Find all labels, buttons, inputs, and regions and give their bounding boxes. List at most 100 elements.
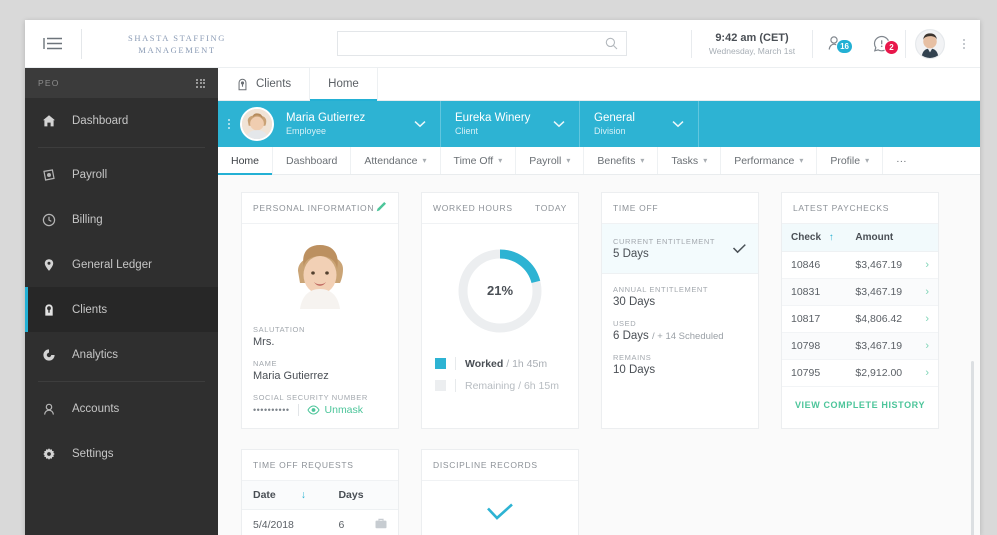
donut-center-value: 21% bbox=[486, 283, 514, 298]
table-row[interactable]: 10795 $2,912.00 › bbox=[782, 359, 938, 387]
used-label: USED bbox=[613, 319, 637, 328]
tab-dashboard[interactable]: Dashboard bbox=[273, 147, 352, 174]
chevron-right-icon[interactable]: › bbox=[925, 259, 929, 271]
name-value: Maria Gutierrez bbox=[253, 370, 329, 382]
remains-label: REMAINS bbox=[613, 353, 652, 362]
app-grid-icon[interactable] bbox=[196, 78, 205, 88]
gear-icon bbox=[42, 447, 72, 461]
user-avatar-wrap[interactable] bbox=[906, 28, 954, 59]
tab-label: Home bbox=[231, 154, 260, 167]
sidebar-item-general-ledger[interactable]: General Ledger bbox=[25, 242, 218, 287]
column-header-date[interactable]: Date ↓ bbox=[242, 481, 328, 510]
briefcase-icon[interactable] bbox=[375, 518, 387, 532]
tab-home[interactable]: Home bbox=[218, 147, 274, 175]
app-window: SHASTA STAFFING MANAGEMENT 9:42 am (CET)… bbox=[25, 20, 980, 535]
sidebar-item-analytics[interactable]: Analytics bbox=[25, 332, 218, 377]
table-row[interactable]: 10798 $3,467.19 › bbox=[782, 332, 938, 360]
used-block: USED 6 Days / + 14 Scheduled bbox=[602, 308, 758, 342]
tab-attendance[interactable]: Attendance ▾ bbox=[351, 147, 441, 174]
sidebar-item-billing[interactable]: Billing bbox=[25, 197, 218, 242]
sidebar-header: PEO bbox=[25, 68, 218, 98]
used-value: 6 Days bbox=[613, 330, 649, 342]
hamburger-icon[interactable] bbox=[25, 37, 81, 50]
tab-time-off[interactable]: Time Off ▾ bbox=[441, 147, 517, 174]
tab-benefits[interactable]: Benefits ▾ bbox=[584, 147, 659, 174]
chevron-down-icon: ▾ bbox=[799, 156, 804, 165]
divider bbox=[38, 147, 205, 148]
dashboard-board: PERSONAL INFORMATION bbox=[218, 175, 980, 535]
unmask-label: Unmask bbox=[324, 404, 364, 416]
table-row[interactable]: 10846 $3,467.19 › bbox=[782, 251, 938, 279]
sidebar-item-clients[interactable]: Clients bbox=[25, 287, 218, 332]
tab-tasks[interactable]: Tasks ▾ bbox=[658, 147, 722, 174]
tab-label: ··· bbox=[896, 154, 907, 167]
search-box[interactable] bbox=[336, 31, 627, 56]
legend-value: / 6h 15m bbox=[518, 379, 559, 392]
employee-selector[interactable]: Maria Gutierrez Employee bbox=[286, 101, 441, 147]
sidebar-item-accounts[interactable]: Accounts bbox=[25, 386, 218, 431]
sidebar-item-dashboard[interactable]: Dashboard bbox=[25, 98, 218, 143]
table-row[interactable]: 5/4/2018 6 bbox=[242, 510, 398, 535]
time-off-requests-table: Date ↓ Days 5/4/2018 6 bbox=[242, 481, 398, 535]
brand-line-1: SHASTA STAFFING bbox=[128, 32, 226, 43]
pin-icon bbox=[42, 258, 72, 272]
chevron-right-icon[interactable]: › bbox=[925, 286, 929, 298]
tab-label: Attendance bbox=[364, 154, 418, 167]
tab-payroll[interactable]: Payroll ▾ bbox=[516, 147, 585, 174]
tab-label: Clients bbox=[256, 78, 292, 90]
sidebar-item-label: Payroll bbox=[72, 168, 108, 181]
search-input[interactable] bbox=[345, 37, 605, 50]
sidebar-item-label: Analytics bbox=[72, 348, 119, 361]
tab-overflow[interactable]: ··· bbox=[883, 147, 920, 174]
tab-home[interactable]: Home bbox=[310, 68, 378, 101]
clock-icon bbox=[42, 213, 72, 227]
unmask-button[interactable]: Unmask bbox=[306, 404, 364, 416]
avatar[interactable] bbox=[915, 28, 945, 59]
arrow-down-icon: ↓ bbox=[300, 489, 306, 501]
table-row[interactable]: 10831 $3,467.19 › bbox=[782, 278, 938, 306]
chevron-down-icon: ▾ bbox=[422, 156, 427, 165]
check-icon bbox=[732, 244, 746, 254]
column-label: Check bbox=[791, 232, 822, 243]
chevron-right-icon[interactable]: › bbox=[925, 367, 929, 379]
sidebar-item-label: Accounts bbox=[72, 402, 120, 415]
ssn-masked-value: •••••••••• bbox=[253, 405, 290, 415]
table-row[interactable]: 10817 $4,806.42 › bbox=[782, 305, 938, 333]
tab-label: Time Off bbox=[453, 154, 494, 167]
cell-amount: $3,467.19 bbox=[846, 251, 915, 279]
tab-profile[interactable]: Profile ▾ bbox=[817, 147, 884, 174]
employee-avatar[interactable] bbox=[240, 107, 274, 141]
vertical-scrollbar[interactable] bbox=[971, 361, 974, 535]
sidebar-item-settings[interactable]: Settings bbox=[25, 431, 218, 476]
client-selector[interactable]: Eureka Winery Client bbox=[441, 101, 580, 147]
tab-label: Home bbox=[328, 78, 359, 90]
column-label: Amount bbox=[855, 232, 894, 243]
current-entitlement-row[interactable]: CURRENT ENTITLEMENT 5 Days bbox=[602, 224, 758, 274]
chevron-right-icon[interactable]: › bbox=[925, 340, 929, 352]
employee-photo bbox=[284, 239, 356, 311]
paychecks-table: Check ↑ Amount 10846 $3,467.19 › bbox=[782, 224, 938, 387]
column-header-check[interactable]: Check ↑ bbox=[782, 224, 847, 252]
table-header-row: Date ↓ Days bbox=[242, 481, 398, 510]
worked-hours-chart: 21% bbox=[422, 224, 578, 357]
current-time: 9:42 am (CET) bbox=[715, 31, 789, 44]
section-tabs: Home Dashboard Attendance ▾ Time Off ▾ Pay… bbox=[218, 147, 980, 175]
column-header-amount[interactable]: Amount bbox=[846, 224, 938, 252]
sidebar-item-label: Settings bbox=[72, 447, 114, 460]
tab-clients[interactable]: Clients bbox=[218, 68, 311, 100]
division-selector[interactable]: General Division bbox=[580, 101, 699, 147]
context-more-icon[interactable] bbox=[218, 119, 240, 129]
discipline-status bbox=[422, 481, 578, 535]
tab-performance[interactable]: Performance ▾ bbox=[721, 147, 818, 174]
alerts-button[interactable]: 2 bbox=[859, 34, 905, 55]
view-complete-history-link[interactable]: VIEW COMPLETE HISTORY bbox=[794, 400, 926, 410]
topbar-more-icon[interactable] bbox=[954, 38, 974, 49]
column-header-days[interactable]: Days bbox=[327, 481, 398, 510]
card-period: TODAY bbox=[535, 203, 567, 213]
pencil-icon[interactable] bbox=[375, 201, 387, 215]
check-icon bbox=[487, 503, 513, 520]
contacts-button[interactable]: 16 bbox=[813, 33, 859, 54]
sidebar-item-payroll[interactable]: Payroll bbox=[25, 152, 218, 197]
chevron-right-icon[interactable]: › bbox=[925, 313, 929, 325]
brand-logo[interactable]: SHASTA STAFFING MANAGEMENT bbox=[82, 32, 272, 56]
